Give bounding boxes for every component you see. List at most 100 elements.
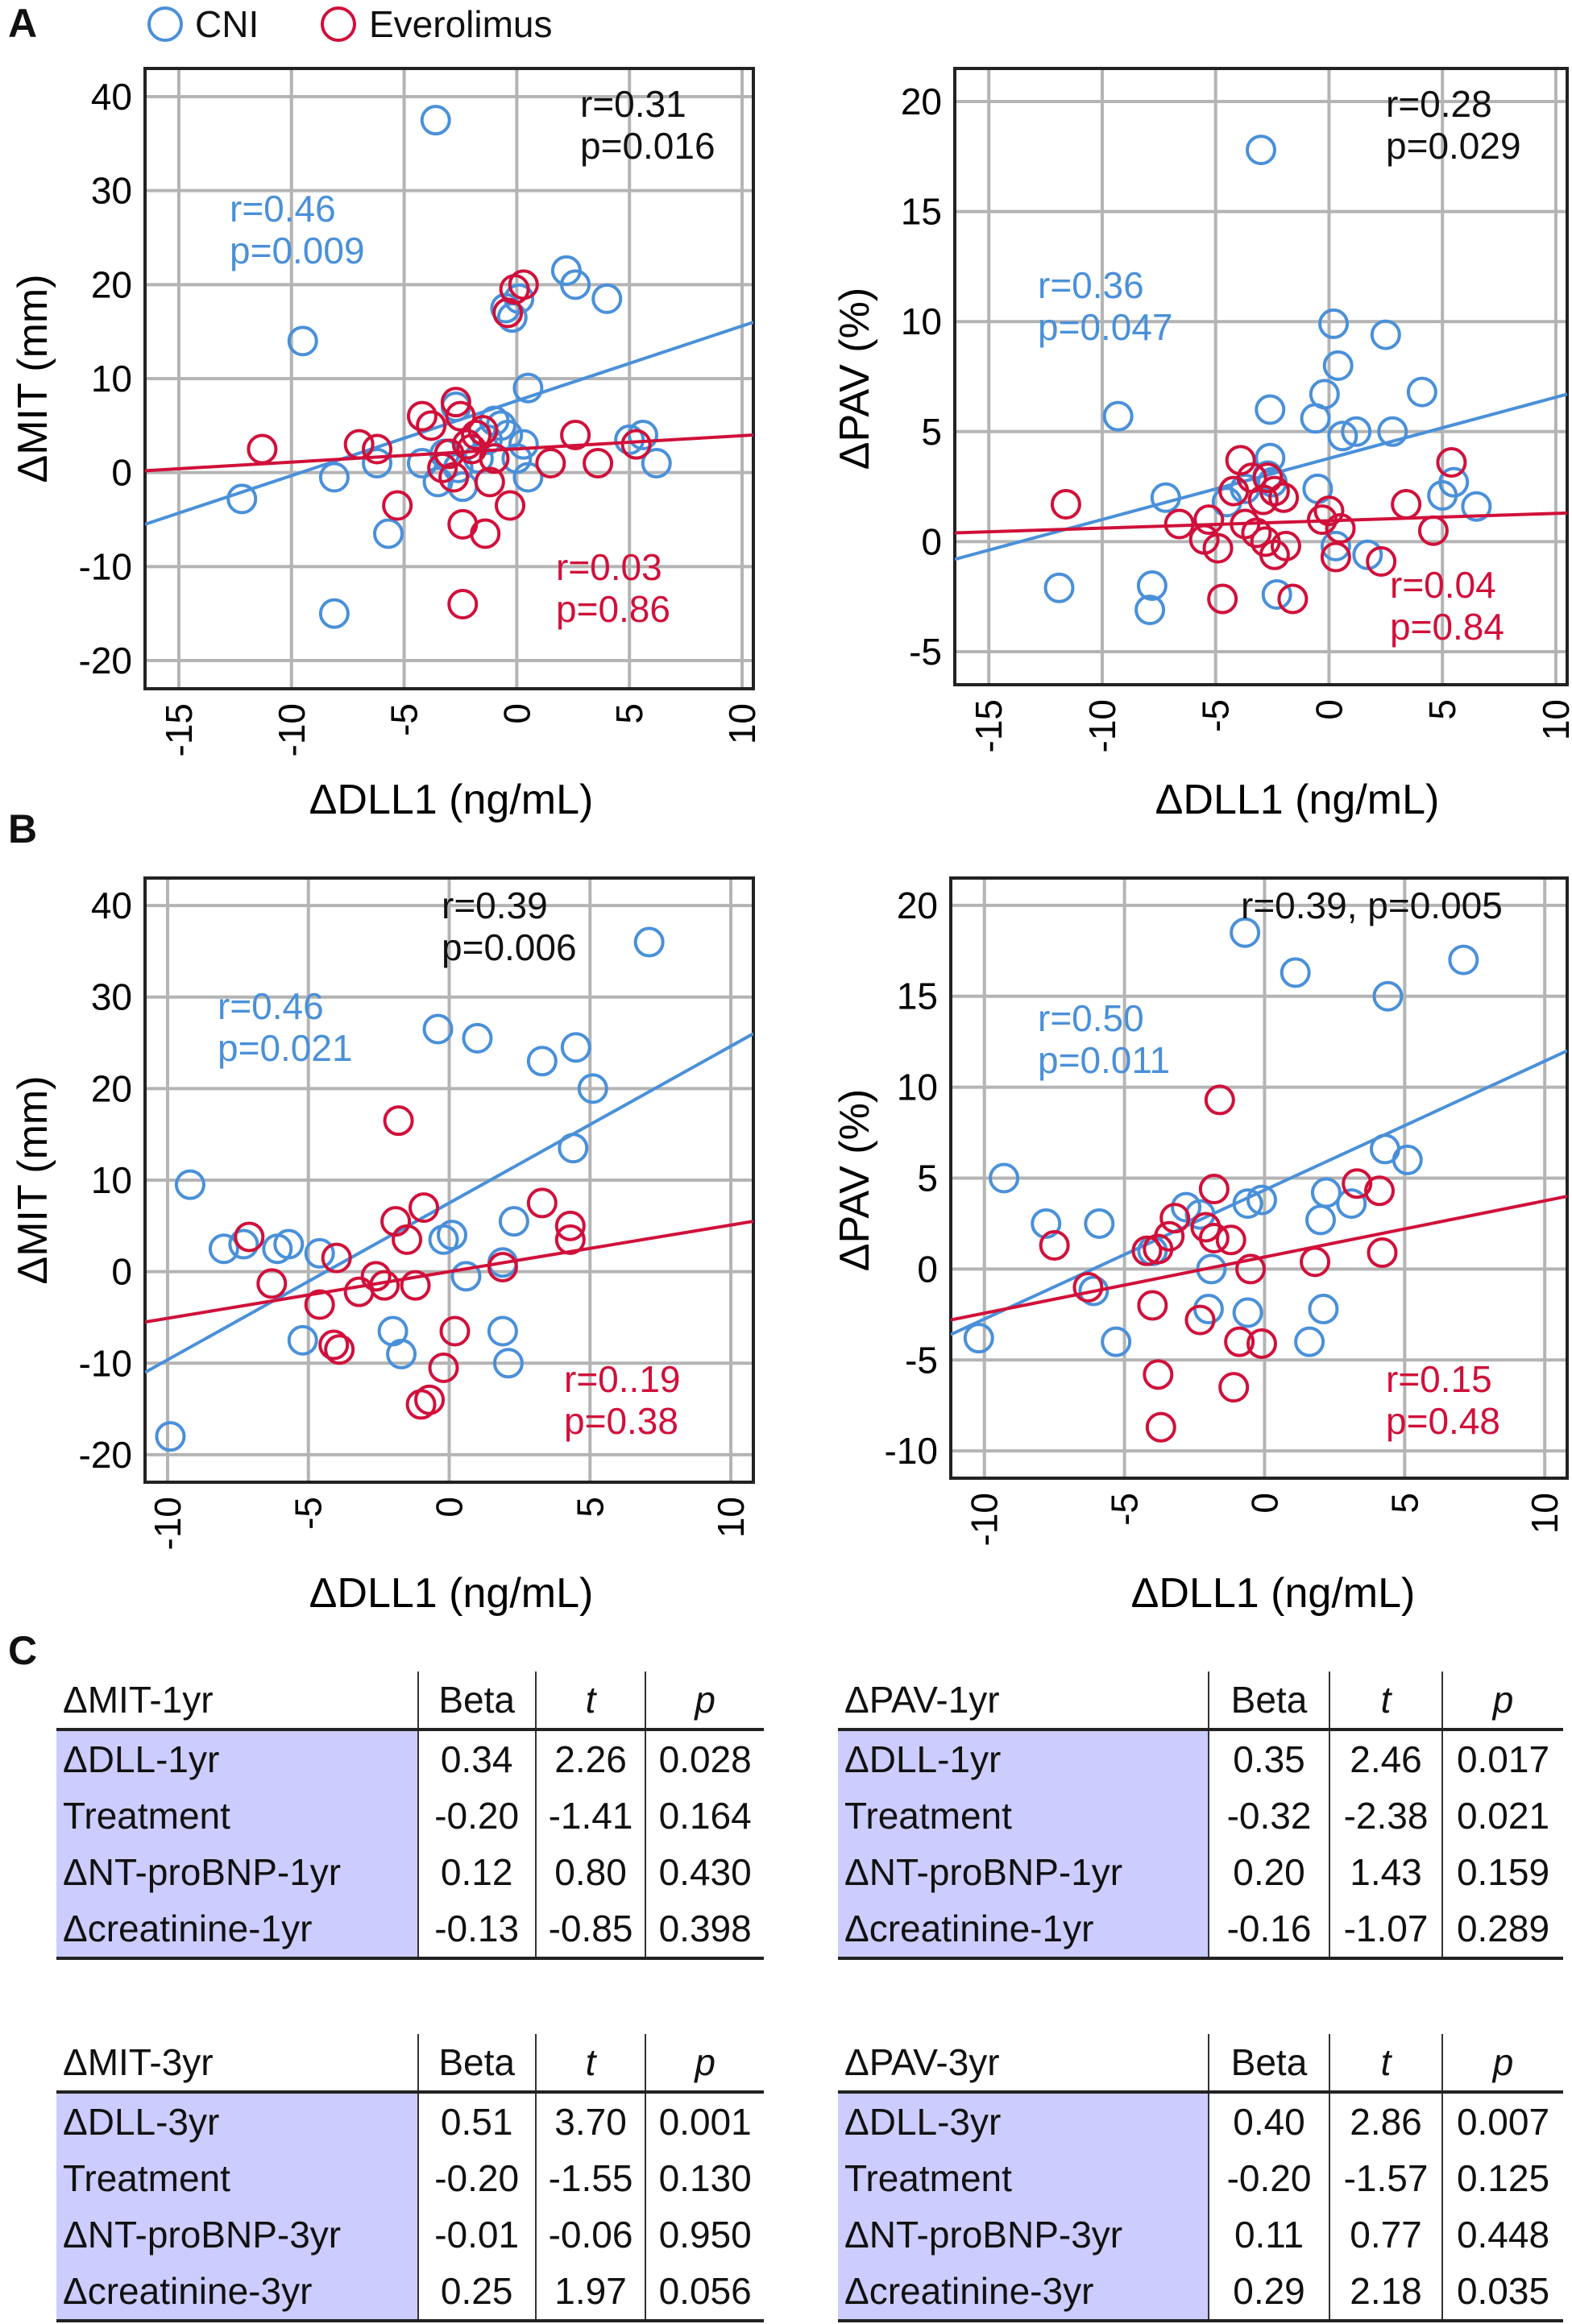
data-point-cni	[386, 1338, 417, 1369]
data-point-cni	[1322, 350, 1354, 381]
chart-b-pav: -10 -5 0 5 10 -10 -5 0 5 10 15 20 ΔDLL1 (ng/mL) ΔPAV …	[832, 876, 1569, 1617]
data-point-everolimus	[1193, 504, 1225, 536]
table-cell: 1.97	[534, 2263, 646, 2322]
data-point-cni	[1294, 1326, 1325, 1357]
table-header-cell: ΔPAV-1yr	[838, 1672, 1209, 1731]
table-cell: -0.01	[417, 2206, 536, 2263]
table-row: Δcreatinine-3yr 0.29 2.18 0.035	[838, 2263, 1563, 2322]
y-tick-label: 0	[921, 520, 942, 562]
table-cell: 1.43	[1329, 1844, 1442, 1900]
data-point-cni	[462, 1022, 493, 1054]
data-point-cni	[436, 1220, 467, 1251]
stat-everolimus: r=0.04	[1390, 564, 1496, 606]
data-point-cni	[1372, 980, 1404, 1012]
data-point-cni	[1101, 1326, 1132, 1357]
data-point-cni	[1078, 1275, 1110, 1307]
data-point-everolimus	[256, 1268, 288, 1299]
data-point-cni	[492, 1348, 524, 1379]
x-tick-label: 10	[721, 703, 763, 744]
table-cell: 0.028	[645, 1730, 764, 1788]
data-point-cni	[1171, 1191, 1202, 1223]
stat-overall: r=0.28	[1386, 83, 1492, 125]
legend-cni-marker	[147, 6, 183, 42]
table-header-cell: Beta	[1208, 2034, 1329, 2094]
y-tick-label: 20	[91, 263, 132, 305]
data-point-cni	[304, 1237, 335, 1269]
row-label: Δcreatinine-1yr	[838, 1900, 1209, 1960]
y-tick-label: 0	[917, 1248, 938, 1290]
table-cell: 0.12	[417, 1844, 536, 1900]
data-point-cni	[558, 1133, 589, 1164]
x-tick-label: 5	[1421, 699, 1463, 720]
legend-cni-label: CNI	[195, 3, 259, 45]
data-point-cni	[1134, 594, 1166, 626]
plot-frame	[953, 67, 1569, 686]
data-point-cni	[560, 1032, 591, 1063]
stat-cni: r=0.46	[218, 985, 324, 1027]
regression-table-pav-1yr: ΔPAV-1yr Beta t p ΔDLL-1yr 0.35 2.46 0.017 Treat…	[838, 1672, 1563, 1960]
data-point-everolimus	[1218, 1372, 1250, 1403]
table-cell: 0.130	[645, 2150, 764, 2206]
y-tick-label: 0	[111, 1251, 132, 1293]
plot-frame	[949, 876, 1569, 1480]
table-row: Treatment -0.32 -2.38 0.021	[838, 1788, 1563, 1844]
data-point-cni	[228, 1228, 259, 1260]
data-point-everolimus	[304, 1289, 335, 1320]
data-point-everolimus	[400, 1270, 431, 1301]
data-point-everolimus	[474, 466, 505, 498]
data-point-cni	[1406, 376, 1437, 408]
data-point-everolimus	[1246, 1328, 1277, 1359]
data-point-cni	[273, 1228, 305, 1260]
row-label: ΔNT-proBNP-1yr	[56, 1844, 418, 1900]
table-cell: 2.46	[1329, 1730, 1442, 1788]
data-point-cni	[1320, 530, 1351, 561]
table-cell: 0.021	[1441, 1788, 1563, 1844]
data-point-everolimus	[414, 1384, 446, 1415]
data-point-everolimus	[1215, 1224, 1246, 1256]
stat-cni: r=0.50	[1038, 997, 1144, 1039]
data-point-everolimus	[1163, 508, 1195, 540]
x-tick-label: -15	[968, 699, 1010, 752]
data-point-everolimus	[1198, 1223, 1230, 1253]
y-tick-label: 40	[91, 884, 132, 926]
x-tick-label: -15	[158, 703, 200, 756]
data-point-cni	[174, 1169, 205, 1200]
data-point-everolimus	[383, 1105, 414, 1137]
table-cell: -0.13	[417, 1900, 536, 1960]
data-point-everolimus	[1039, 1230, 1070, 1261]
table-cell: 0.159	[1441, 1844, 1563, 1900]
table-row: ΔNT-proBNP-3yr -0.01 -0.06 0.950	[56, 2206, 764, 2263]
data-point-everolimus	[318, 1329, 350, 1361]
row-label: ΔNT-proBNP-3yr	[56, 2206, 418, 2263]
data-point-everolimus	[1391, 488, 1422, 520]
table-cell: 0.11	[1208, 2206, 1329, 2263]
table-cell: 0.001	[645, 2092, 764, 2150]
table-cell: 3.70	[534, 2092, 646, 2150]
data-point-cni	[1305, 1204, 1336, 1236]
data-point-everolimus	[343, 429, 375, 460]
table-row: ΔNT-proBNP-1yr 0.20 1.43 0.159	[838, 1844, 1563, 1900]
data-point-cni	[287, 325, 318, 357]
stat-cni: r=0.36	[1038, 264, 1144, 306]
table-header-cell: Beta	[1208, 1672, 1329, 1731]
table-cell: 0.035	[1441, 2263, 1563, 2322]
data-point-everolimus	[1367, 1237, 1398, 1269]
table-row: ΔNT-proBNP-1yr 0.12 0.80 0.430	[56, 1844, 764, 1900]
data-point-everolimus	[1143, 1359, 1174, 1390]
data-point-everolimus	[1198, 1174, 1230, 1205]
table-header-cell: t	[1329, 2034, 1442, 2094]
data-point-everolimus	[1145, 1411, 1176, 1443]
data-point-cni	[362, 448, 393, 478]
y-tick-label: -10	[79, 545, 132, 587]
data-point-everolimus	[1235, 1253, 1267, 1285]
x-tick-label: 5	[1383, 1493, 1425, 1514]
stat-everolimus: p=0.84	[1390, 606, 1504, 648]
y-axis-label: ΔPAV (%)	[832, 1089, 878, 1271]
table-row: Δcreatinine-3yr 0.25 1.97 0.056	[56, 2263, 764, 2322]
data-point-cni	[318, 462, 350, 493]
table-cell: 0.125	[1441, 2150, 1563, 2206]
x-tick-label: 0	[1243, 1493, 1285, 1514]
data-point-cni	[1150, 482, 1181, 513]
data-point-everolimus	[492, 297, 524, 329]
data-point-everolimus	[1072, 1271, 1104, 1303]
